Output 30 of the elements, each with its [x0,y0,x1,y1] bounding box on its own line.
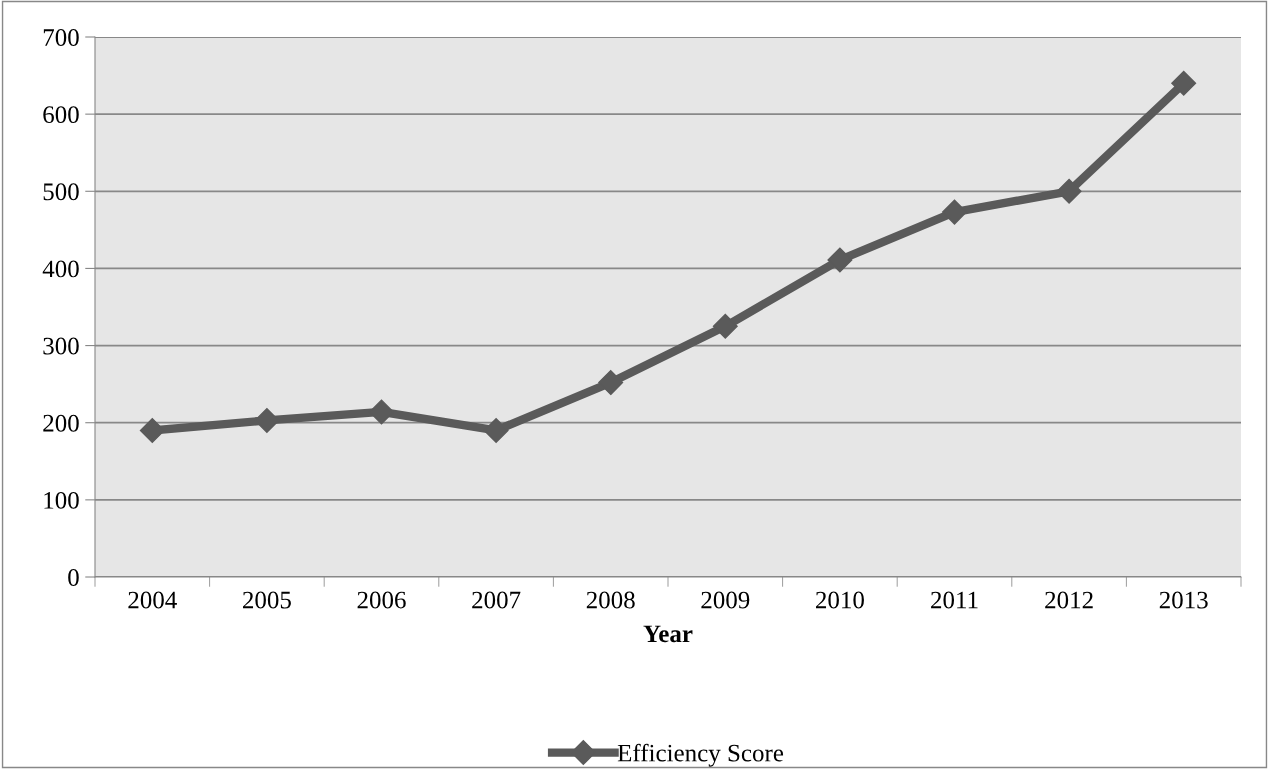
y-tick-label: 200 [43,414,79,432]
x-tick-label: 2013 [1159,591,1208,609]
point [712,313,738,339]
point [1056,178,1082,204]
y-tick-label: 500 [43,183,79,201]
x-tick-label: 2011 [931,591,978,609]
x-tick-label: 2008 [586,591,635,609]
point [827,247,853,273]
point [254,407,280,433]
y-tick-label: 400 [42,260,79,278]
y-tick-label: 300 [43,337,79,355]
x-tick-label: 2004 [128,591,177,609]
x-tick-label: 2007 [472,591,521,609]
point [483,417,509,443]
point [1171,70,1197,96]
point [942,199,967,225]
x-tick-label: 2005 [243,591,291,609]
point [139,417,165,443]
y-tick-label: 700 [43,29,79,46]
x-tick-label: 2010 [816,591,864,609]
legend-label: Efficiency Score [617,743,784,767]
x-tick-label: 2012 [1045,591,1093,609]
point [369,399,394,425]
y-tick-label: 100 [44,491,79,509]
x-tick-label: 2009 [701,591,750,609]
x-axis-title: Year [643,625,693,643]
y-tick-label: 0 [68,569,79,586]
point [598,370,624,396]
x-tick-label: 2006 [357,591,406,609]
y-tick-label: 600 [43,106,79,124]
